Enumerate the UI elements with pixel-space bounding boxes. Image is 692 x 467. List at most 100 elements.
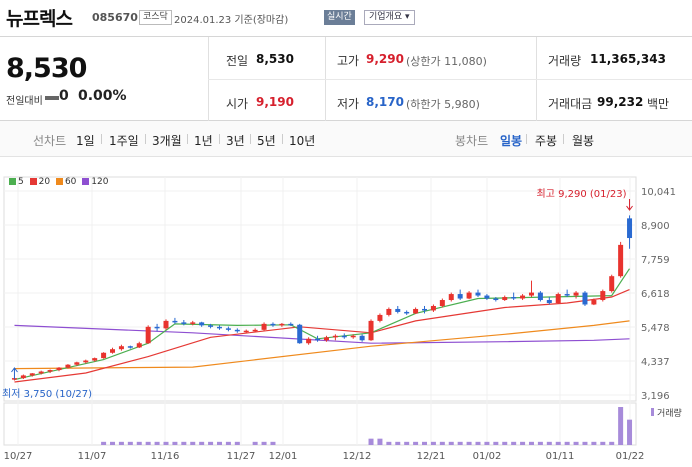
candle-body xyxy=(199,322,205,326)
high-label: 고가 xyxy=(337,54,360,68)
candle-body xyxy=(279,323,285,326)
tab-1w[interactable]: 1주일 xyxy=(109,134,139,148)
candle-body xyxy=(546,300,552,304)
candle-body xyxy=(315,338,321,341)
flat-change-icon xyxy=(45,96,59,100)
candle-body xyxy=(216,326,222,329)
candle-body xyxy=(118,346,124,350)
y-tick-label: 6,618 xyxy=(641,289,670,300)
divider xyxy=(282,134,283,144)
candle-body xyxy=(368,320,374,341)
volume-pane-frame xyxy=(3,402,637,446)
volume-bar xyxy=(413,441,419,445)
candle-body xyxy=(493,298,499,301)
volume-bar xyxy=(234,441,240,445)
candle-body xyxy=(386,308,392,315)
candle-body xyxy=(47,370,53,372)
candle-body xyxy=(234,329,240,332)
candle-body xyxy=(430,305,436,311)
candle-body xyxy=(261,323,267,330)
candle-body xyxy=(172,320,178,323)
tab-10y[interactable]: 10년 xyxy=(289,134,316,148)
max-price-label: 최고 9,290 (01/23) xyxy=(537,188,627,200)
candlestick-chart[interactable]: 10,041 8,900 7,759 6,618 5,478 4,337 3,196 10/2… xyxy=(0,157,692,467)
candle-body xyxy=(136,343,142,348)
volume-bar xyxy=(199,441,205,445)
volume-bar xyxy=(136,441,142,445)
candle-body xyxy=(145,326,151,344)
tab-monthly[interactable]: 월봉 xyxy=(572,134,595,148)
change-label: 전일대비 xyxy=(6,96,43,107)
ma5-swatch xyxy=(9,178,16,185)
volume-bar xyxy=(261,441,267,445)
candle-body xyxy=(404,311,410,314)
volume-bar xyxy=(270,441,276,445)
y-tick-label: 3,196 xyxy=(641,391,670,402)
tab-3m[interactable]: 3개월 xyxy=(152,134,182,148)
company-info-dropdown[interactable]: 기업개요 ▾ xyxy=(364,10,415,25)
as-of-date: 2024.01.23 기준(장마감) xyxy=(174,15,289,26)
volume-bar xyxy=(528,441,534,445)
volume-bar xyxy=(154,441,160,445)
candle-body xyxy=(520,295,526,299)
candle-body xyxy=(466,292,472,299)
y-tick-label: 5,478 xyxy=(641,323,670,334)
volume-bar xyxy=(386,441,392,445)
divider xyxy=(526,134,527,144)
candle-body xyxy=(564,294,570,296)
prev-close-label: 전일 xyxy=(226,54,249,68)
current-price: 8,530 xyxy=(6,53,87,84)
candle-body xyxy=(609,276,615,292)
volume-bar xyxy=(537,441,543,445)
candle-body xyxy=(190,322,196,324)
volume-bar xyxy=(555,441,561,445)
tab-1d[interactable]: 1일 xyxy=(76,134,95,148)
volume-bar xyxy=(208,441,214,445)
volume-bar xyxy=(475,441,481,445)
low-value: 8,170 xyxy=(366,95,404,109)
volume-bar xyxy=(118,441,124,445)
x-tick-label: 11/07 xyxy=(78,451,107,462)
divider xyxy=(219,134,220,144)
tab-daily[interactable]: 일봉 xyxy=(500,134,523,148)
ma20-label: 20 xyxy=(38,177,51,187)
y-tick-label: 7,759 xyxy=(641,255,670,266)
ma120-label: 120 xyxy=(91,177,109,187)
candle-body xyxy=(65,364,71,368)
volume-bar xyxy=(484,441,490,445)
candle-body xyxy=(341,335,347,338)
x-tick-label: 01/02 xyxy=(473,451,502,462)
ma60-line xyxy=(14,320,630,370)
min-price-label: 최저 3,750 (10/27) xyxy=(2,388,92,400)
volume-bar xyxy=(573,441,579,445)
candle-body xyxy=(243,330,249,333)
volume-bar xyxy=(216,441,222,445)
volume-label: 거래량 xyxy=(548,54,582,68)
ma120-line xyxy=(14,324,630,344)
candle-body xyxy=(627,218,633,239)
x-tick-label: 01/22 xyxy=(616,451,645,462)
realtime-button[interactable]: 실시간 xyxy=(324,10,355,25)
volume-bar xyxy=(600,441,606,445)
x-tick-label: 11/16 xyxy=(151,451,180,462)
candle-body xyxy=(350,335,356,338)
line-chart-label: 선차트 xyxy=(33,134,67,148)
candle-chart-label: 봉차트 xyxy=(455,134,489,148)
tab-3y[interactable]: 3년 xyxy=(226,134,245,148)
tab-weekly[interactable]: 주봉 xyxy=(535,134,558,148)
lower-limit: (하한가 5,980) xyxy=(406,98,480,111)
change-value: 0 xyxy=(59,88,69,104)
volume-bar xyxy=(422,441,428,445)
candle-body xyxy=(252,329,258,332)
candle-body xyxy=(101,352,107,359)
volume-bar xyxy=(591,441,597,445)
volume-bar xyxy=(127,441,133,445)
candle-body xyxy=(208,325,214,327)
x-tick-label: 01/11 xyxy=(546,451,575,462)
candle-body xyxy=(528,292,534,296)
candle-body xyxy=(511,297,517,299)
tab-1y[interactable]: 1년 xyxy=(194,134,213,148)
candle-body xyxy=(618,244,624,277)
tab-5y[interactable]: 5년 xyxy=(257,134,276,148)
volume-legend-label: 거래량 xyxy=(657,407,682,419)
